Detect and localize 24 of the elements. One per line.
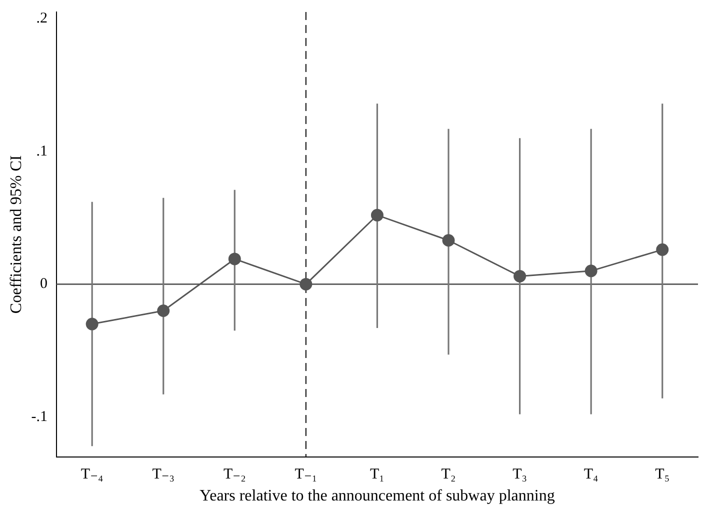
point <box>157 304 170 317</box>
x-tick-label: T₄ <box>584 466 598 483</box>
point <box>86 318 98 330</box>
point <box>370 208 384 222</box>
point <box>442 234 455 247</box>
point <box>300 278 312 290</box>
x-tick-label: T₋₄ <box>80 466 104 483</box>
x-tick-label: T₅ <box>655 466 670 483</box>
y-tick-label: .2 <box>36 10 48 27</box>
x-tick-label: T₁ <box>370 466 384 483</box>
x-axis-title: Years relative to the announcement of subway planning <box>200 488 555 505</box>
y-tick-label: .1 <box>36 143 48 160</box>
x-tick-label: T₋₂ <box>224 466 246 483</box>
x-tick-label: T₂ <box>441 466 456 483</box>
x-tick-label: T₋₁ <box>294 466 318 483</box>
point <box>228 252 241 266</box>
y-axis-title: Coefficients and 95% CI <box>8 155 25 314</box>
y-tick-label: 0 <box>40 276 48 292</box>
x-tick-label: T₋₃ <box>152 466 175 483</box>
point <box>656 243 669 256</box>
x-tick-label: T₃ <box>512 466 527 483</box>
y-tick-label: -.1 <box>31 408 48 425</box>
point <box>514 270 526 282</box>
point <box>584 264 598 278</box>
